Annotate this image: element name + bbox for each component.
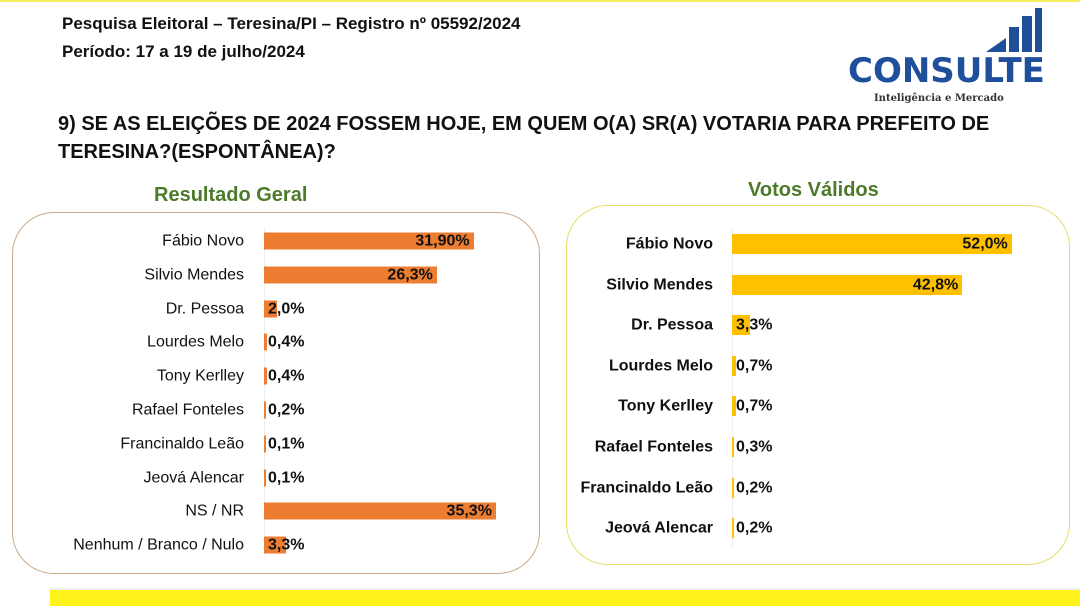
logo-wordmark: CONSULTE (848, 51, 1045, 91)
valid-category-label: Lourdes Melo (608, 357, 713, 375)
general-bar (264, 401, 266, 419)
general-value-label: 0,2% (268, 401, 305, 419)
valid-value-label: 0,7% (736, 357, 773, 375)
valid-votes-panel (566, 205, 1070, 565)
general-value-label: 26,3% (387, 266, 433, 284)
general-chart-title: Resultado Geral (154, 184, 308, 206)
general-bar (264, 367, 267, 385)
valid-bar (732, 234, 1012, 254)
general-bar (264, 502, 496, 520)
general-value-label: 2,0% (268, 300, 305, 318)
valid-value-label: 0,2% (736, 479, 773, 497)
top-accent-line (0, 0, 1080, 2)
general-category-label: NS / NR (185, 502, 244, 520)
valid-axis-line (732, 227, 733, 548)
general-category-label: Dr. Pessoa (165, 300, 244, 318)
general-category-label: Lourdes Melo (147, 333, 244, 351)
valid-value-label: 3,3% (736, 316, 773, 334)
valid-category-label: Silvio Mendes (606, 276, 713, 294)
general-value-label: 0,1% (268, 469, 305, 487)
valid-category-label: Fábio Novo (625, 235, 713, 253)
general-category-label: Silvio Mendes (144, 266, 244, 284)
valid-value-label: 42,8% (912, 276, 959, 294)
general-category-label: Rafael Fonteles (131, 401, 244, 419)
valid-value-label: 0,7% (736, 397, 773, 415)
valid-category-label: Francinaldo Leão (580, 479, 713, 497)
general-axis-line (264, 228, 265, 556)
logo-tagline: Inteligência e Mercado (874, 93, 1004, 104)
valid-category-label: Jeová Alencar (605, 519, 713, 537)
general-bar (264, 333, 267, 351)
bar-growth-icon (986, 8, 1042, 52)
valid-chart-title: Votos Válidos (748, 179, 879, 201)
general-results-panel (12, 212, 540, 574)
general-bar (264, 536, 286, 554)
valid-bar (732, 477, 734, 498)
general-value-label: 0,1% (268, 435, 305, 453)
general-category-label: Francinaldo Leão (120, 435, 244, 453)
general-value-label: 0,4% (268, 367, 305, 385)
general-bar (264, 266, 437, 284)
valid-bar (732, 315, 750, 336)
valid-category-label: Dr. Pessoa (631, 316, 713, 334)
valid-category-label: Tony Kerlley (618, 397, 713, 415)
consulte-logo: CONSULTE Inteligência e Mercado (846, 8, 1046, 108)
general-category-label: Fábio Novo (162, 232, 244, 250)
question-text: 9) SE AS ELEIÇÕES DE 2024 FOSSEM HOJE, E… (58, 113, 990, 163)
general-category-label: Tony Kerlley (156, 367, 244, 385)
valid-value-label: 0,2% (736, 519, 773, 537)
general-category-label: Nenhum / Branco / Nulo (73, 536, 244, 554)
general-category-label: Jeová Alencar (143, 469, 244, 487)
general-value-label: 35,3% (446, 502, 492, 520)
general-bar (264, 232, 474, 250)
survey-period: Período: 17 a 19 de julho/2024 (62, 42, 305, 61)
general-bar (264, 300, 278, 318)
general-bar (264, 435, 266, 453)
valid-bar (732, 518, 734, 539)
valid-bar (732, 396, 736, 417)
valid-bar (732, 274, 963, 295)
general-value-label: 3,3% (268, 536, 305, 554)
survey-title: Pesquisa Eleitoral – Teresina/PI – Regis… (62, 14, 521, 33)
general-bar (264, 469, 266, 487)
bottom-accent-bar (50, 588, 1080, 606)
valid-bar (732, 355, 736, 376)
general-value-label: 31,90% (415, 232, 470, 250)
valid-category-label: Rafael Fonteles (594, 438, 713, 456)
general-value-label: 0,4% (268, 333, 305, 351)
valid-value-label: 52,0% (962, 235, 1008, 253)
valid-value-label: 0,3% (736, 438, 773, 456)
valid-bar (732, 437, 734, 457)
